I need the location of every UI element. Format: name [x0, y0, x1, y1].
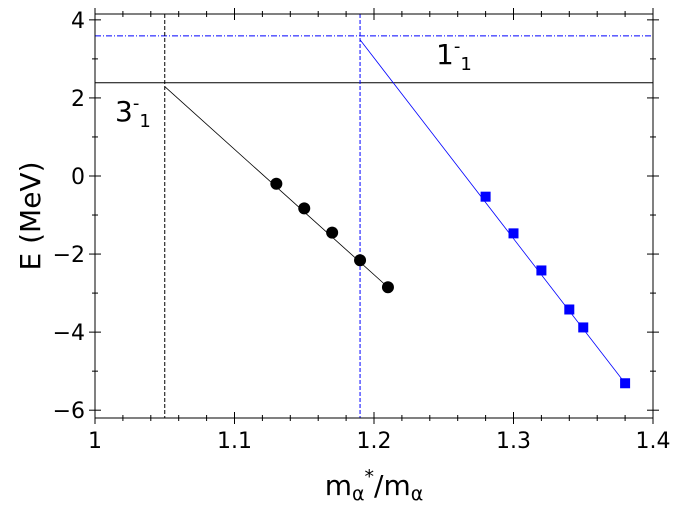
- x-label-part: α: [411, 483, 424, 505]
- x-label-part: *: [365, 466, 375, 488]
- data-point: [270, 177, 283, 190]
- x-tick-label: 1.2: [357, 429, 392, 454]
- annotation-part: 1: [460, 54, 471, 75]
- y-tick-label: 2: [71, 87, 85, 112]
- y-tick-label: 4: [71, 9, 85, 34]
- annotation-part: 1: [436, 38, 454, 71]
- data-point: [381, 281, 394, 294]
- data-point: [578, 322, 589, 333]
- y-tick-label: −6: [53, 399, 85, 424]
- x-tick-label: 1.4: [636, 429, 671, 454]
- data-point: [298, 202, 311, 215]
- annotation: 1-1: [436, 36, 472, 75]
- x-tick-label: 1.3: [496, 429, 531, 454]
- data-point: [620, 378, 631, 389]
- x-tick-label: 1.1: [217, 429, 252, 454]
- data-point: [480, 191, 491, 202]
- data-point: [508, 228, 519, 239]
- annotation-part: -: [133, 93, 140, 114]
- annotation-part: 3: [115, 95, 133, 128]
- data-point: [326, 226, 339, 239]
- annotation-part: 1: [139, 111, 150, 132]
- y-tick-label: 0: [71, 165, 85, 190]
- data-point: [564, 304, 575, 315]
- plot-frame: [94, 13, 654, 419]
- y-axis-label: E (MeV): [14, 162, 47, 271]
- x-label-part: α: [352, 483, 365, 505]
- y-tick-label: −2: [53, 243, 85, 268]
- x-tick-label: 1: [88, 429, 102, 454]
- x-label-part: m: [325, 469, 352, 502]
- data-point: [354, 254, 367, 267]
- x-label-part: /m: [374, 469, 411, 502]
- y-tick-label: −4: [53, 321, 85, 346]
- x-axis-label: mα*/mα: [325, 466, 424, 505]
- data-point: [536, 265, 547, 276]
- annotation: 3-1: [115, 93, 151, 132]
- annotation-part: -: [454, 36, 461, 57]
